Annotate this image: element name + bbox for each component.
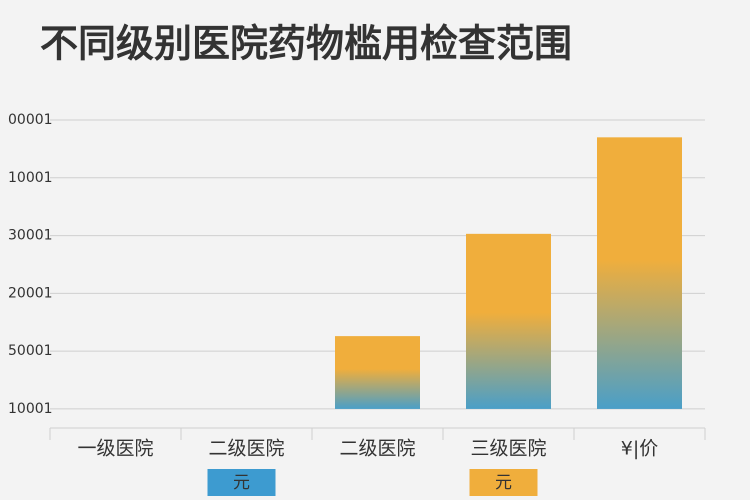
x-tick-label: 三级医院 <box>470 438 546 460</box>
x-tick-label: 二级医院 <box>339 438 415 460</box>
x-tick-label: ¥|价 <box>621 438 659 460</box>
y-tick-label: 20001 <box>8 285 53 301</box>
y-tick-label: 10001 <box>8 170 53 186</box>
bar <box>335 336 420 409</box>
y-tick-label: 30001 <box>8 228 53 244</box>
y-tick-label: 50001 <box>8 343 53 359</box>
chart-title: 不同级别医院药物槛用检查范围 <box>40 22 572 66</box>
badge-label: 元 <box>495 473 512 493</box>
bar <box>466 233 551 409</box>
x-tick-label: 二级医院 <box>208 438 284 460</box>
y-tick-label: 10001 <box>8 401 53 417</box>
bar <box>597 137 682 409</box>
x-tick-label: 一级医院 <box>77 438 153 460</box>
badge <box>469 469 538 496</box>
y-tick-label: 00001 <box>8 112 53 128</box>
badge-label: 元 <box>233 473 250 493</box>
badge <box>207 469 276 496</box>
